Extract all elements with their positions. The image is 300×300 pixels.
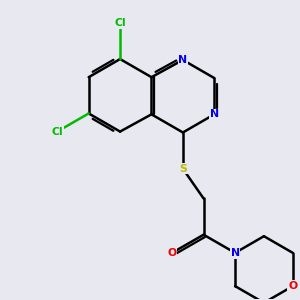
Text: Cl: Cl (114, 18, 126, 28)
Text: N: N (230, 248, 240, 258)
Text: N: N (210, 109, 219, 119)
Text: N: N (178, 55, 188, 65)
Text: O: O (288, 281, 297, 291)
Text: O: O (167, 248, 177, 258)
Text: S: S (179, 164, 187, 174)
Text: Cl: Cl (52, 127, 63, 136)
